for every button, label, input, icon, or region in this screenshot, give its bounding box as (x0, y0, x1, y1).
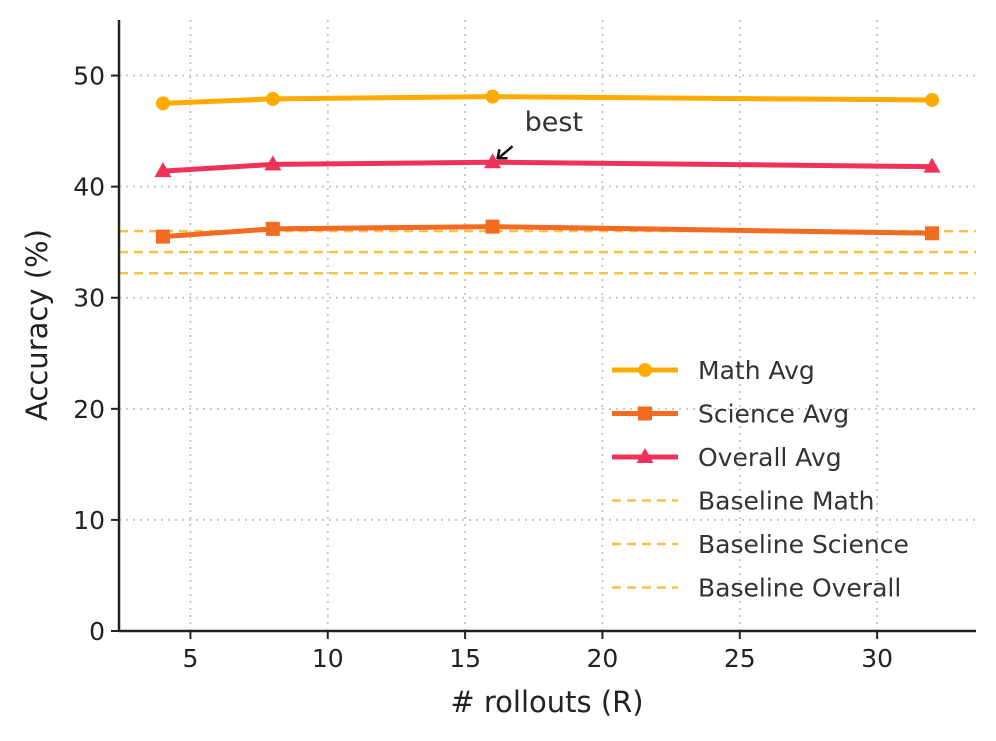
annotation-arrowhead (496, 148, 508, 160)
y-tick-label: 50 (73, 62, 105, 91)
x-tick-label: 15 (449, 644, 481, 673)
data-point (484, 153, 502, 169)
y-tick-label: 0 (89, 617, 105, 646)
annotation: best (496, 107, 583, 160)
x-tick-label: 5 (182, 644, 198, 673)
grid (119, 20, 976, 631)
x-axis-title: # rollouts (R) (450, 685, 643, 719)
legend-label: Science Avg (698, 400, 849, 429)
y-tick-label: 40 (73, 173, 105, 202)
data-point (155, 229, 170, 244)
y-tick-label: 20 (73, 395, 105, 424)
legend-label: Baseline Overall (698, 574, 901, 603)
data-point (925, 92, 940, 107)
legend-marker (636, 448, 654, 463)
data-point (264, 155, 282, 171)
x-tick-label: 25 (724, 644, 756, 673)
legend-label: Baseline Science (698, 530, 909, 559)
data-point (154, 162, 172, 178)
data-point (485, 219, 500, 234)
annotation-arrow (498, 145, 514, 159)
legend-label: Baseline Math (698, 487, 874, 516)
x-tick-label: 30 (861, 644, 893, 673)
data-point (265, 91, 280, 106)
data-point (923, 157, 941, 173)
legend: Math Avg Science Avg Overall Avg Baseline M… (612, 356, 909, 603)
ticks: 5 10 15 20 25 30 0 10 20 30 40 50 (73, 62, 893, 673)
data-point (155, 96, 170, 111)
series-line (160, 224, 935, 240)
data-point (925, 226, 940, 241)
y-tick-label: 30 (73, 284, 105, 313)
annotation-label: best (525, 107, 583, 138)
y-tick-label: 10 (73, 506, 105, 535)
legend-marker (638, 406, 652, 421)
data-point (265, 221, 280, 236)
x-tick-label: 10 (312, 644, 344, 673)
data-series (154, 89, 941, 244)
series-line (160, 159, 935, 174)
y-axis-title: Accuracy (%) (20, 229, 54, 421)
data-point (485, 89, 500, 104)
legend-label: Overall Avg (698, 443, 842, 472)
legend-marker (638, 363, 652, 377)
legend-label: Math Avg (698, 356, 815, 385)
axes (117, 20, 976, 633)
series-line (160, 94, 935, 106)
x-tick-label: 20 (587, 644, 619, 673)
